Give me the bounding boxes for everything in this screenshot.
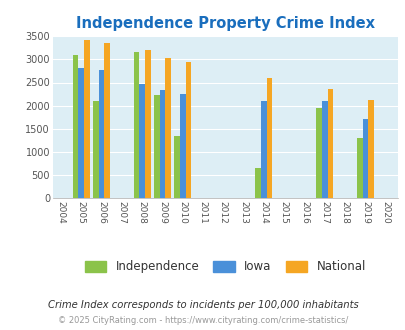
Legend: Independence, Iowa, National: Independence, Iowa, National <box>80 256 370 278</box>
Bar <box>145 50 150 198</box>
Bar <box>260 101 266 198</box>
Bar <box>315 108 321 198</box>
Bar <box>133 52 139 198</box>
Text: © 2025 CityRating.com - https://www.cityrating.com/crime-statistics/: © 2025 CityRating.com - https://www.city… <box>58 316 347 325</box>
Bar <box>266 78 272 198</box>
Bar <box>84 40 90 198</box>
Bar <box>98 70 104 198</box>
Bar <box>179 94 185 198</box>
Text: Crime Index corresponds to incidents per 100,000 inhabitants: Crime Index corresponds to incidents per… <box>47 300 358 310</box>
Bar <box>153 95 159 198</box>
Bar <box>362 119 367 198</box>
Title: Independence Property Crime Index: Independence Property Crime Index <box>76 16 374 31</box>
Bar <box>72 55 78 198</box>
Bar <box>165 57 171 198</box>
Bar <box>159 90 165 198</box>
Bar <box>174 136 179 198</box>
Bar <box>104 43 110 198</box>
Bar <box>185 62 191 198</box>
Bar <box>93 101 98 198</box>
Bar <box>255 168 260 198</box>
Bar <box>321 101 327 198</box>
Bar <box>367 100 373 198</box>
Bar <box>139 84 145 198</box>
Bar <box>356 138 362 198</box>
Bar <box>78 68 84 198</box>
Bar <box>327 88 333 198</box>
